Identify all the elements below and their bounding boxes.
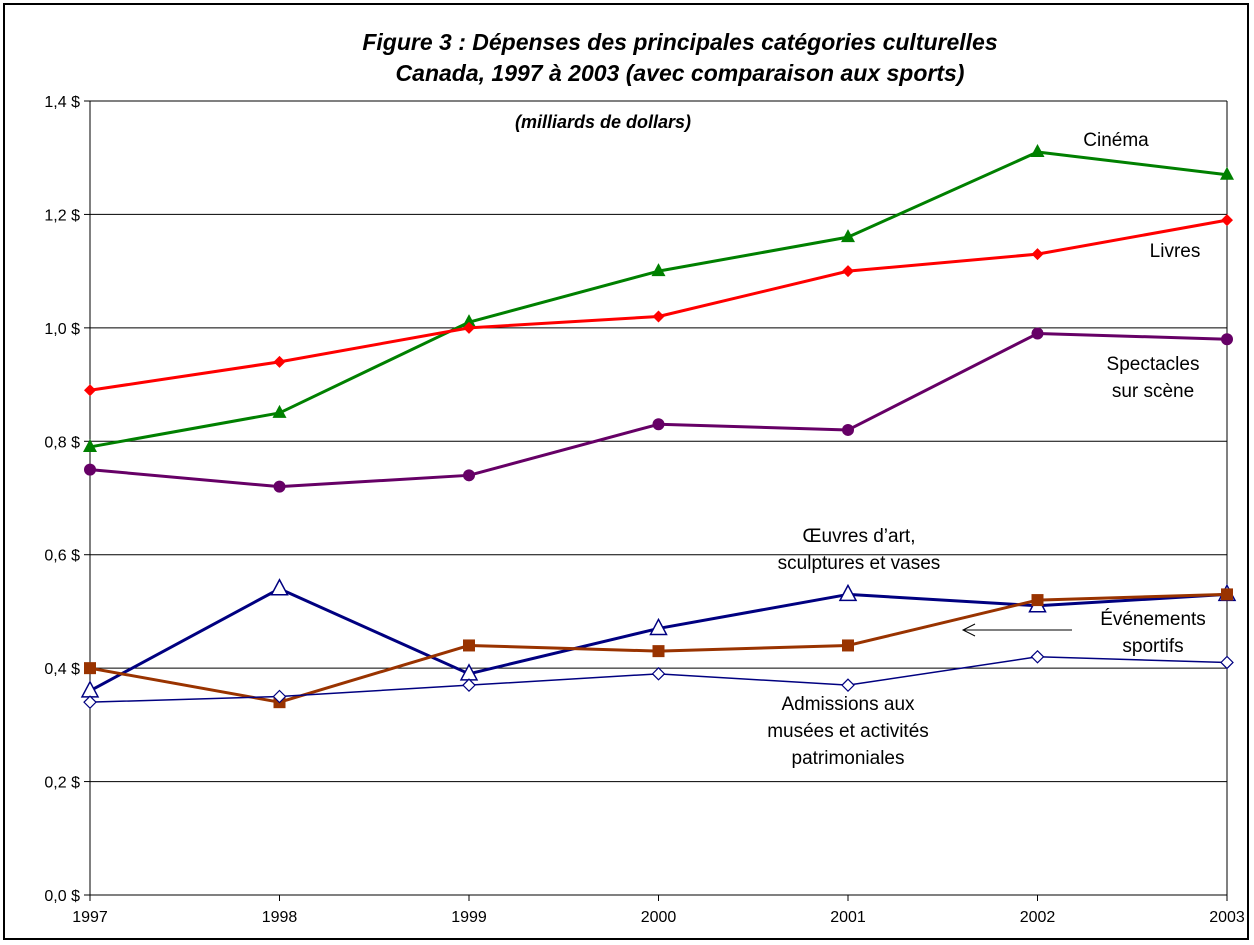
y-tick-label: 1,4 $ [44,94,80,111]
series-1 [84,214,1233,397]
pointer-arrow-head [961,623,976,637]
series-label: sculptures et vases [778,553,941,574]
data-point [463,639,475,652]
chart-subtitle: (milliards de dollars) [515,112,691,132]
chart-title-line1: Figure 3 : Dépenses des principales caté… [362,29,997,55]
data-point [463,469,475,482]
chart-frame [3,3,1249,940]
series-label: sportifs [1122,636,1183,657]
data-point [842,639,854,652]
data-point [1220,655,1234,670]
data-point [270,578,289,596]
series-label: Spectacles [1107,354,1200,375]
data-point [652,310,665,323]
data-point [841,229,855,243]
data-point [272,689,287,704]
data-point [1220,166,1234,180]
data-point [652,418,665,431]
series-label: Événements [1100,609,1206,630]
y-tick-label: 1,0 $ [44,321,80,338]
series-label: patrimoniales [792,748,905,769]
data-point [1031,594,1044,607]
series-label: Livres [1150,241,1201,262]
data-point [273,355,286,368]
data-point [1030,144,1045,158]
series-4 [84,588,1233,709]
series-line [89,332,1228,489]
data-point [1221,214,1233,227]
data-point [651,263,666,277]
data-point [462,314,476,328]
y-tick-label: 0,8 $ [44,434,80,451]
y-tick-label: 0,4 $ [44,661,80,678]
data-point [838,583,858,602]
y-tick-label: 1,2 $ [44,207,80,224]
y-tick-label: 0,2 $ [44,775,80,792]
series-label: Admissions aux [781,694,915,715]
series-line [89,150,1228,449]
x-tick-label: 2000 [641,909,677,926]
series-label: Œuvres d’art, [803,526,916,547]
chart-title-line2: Canada, 1997 à 2003 (avec comparaison au… [396,60,965,86]
data-point [649,617,668,636]
data-point [84,662,96,675]
series-5 [83,649,1234,710]
series-label: Cinéma [1083,130,1149,151]
data-point [652,645,665,658]
x-tick-label: 2002 [1020,909,1056,926]
data-point [84,463,96,476]
data-point [1221,588,1233,601]
data-point [1031,248,1044,261]
series-line [89,218,1228,392]
data-point [842,423,854,436]
data-point [1221,333,1233,346]
series-label: musées et activités [767,721,929,742]
data-point [463,321,475,334]
series-labels: Cinéma Livres Spectacles sur scène Œuvres d’… [767,130,1206,769]
x-tick-label: 2001 [830,909,866,926]
axes: 0,0 $ 0,2 $ 0,4 $ 0,6 $ 0,8 $ 1,0 $ 1,2 $ 1,4 $… [44,94,1244,926]
data-point [272,404,287,418]
data-point [462,678,476,693]
data-point [83,438,97,452]
y-tick-label: 0,0 $ [44,888,80,905]
data-point [273,480,286,493]
data-point [1031,327,1044,340]
data-point [83,695,97,710]
x-tick-label: 1999 [451,909,487,926]
data-point [841,678,855,693]
data-point [651,666,666,681]
grid [90,100,1228,895]
x-tick-label: 1997 [72,909,108,926]
series-0 [83,144,1234,452]
data-point [842,265,854,278]
x-tick-label: 1998 [262,909,298,926]
data-point [84,384,96,397]
y-tick-label: 0,6 $ [44,548,80,565]
series [80,144,1237,710]
x-tick-label: 2003 [1209,909,1245,926]
series-label: sur scène [1112,381,1194,402]
data-point [1030,649,1045,664]
series-2 [84,327,1233,493]
